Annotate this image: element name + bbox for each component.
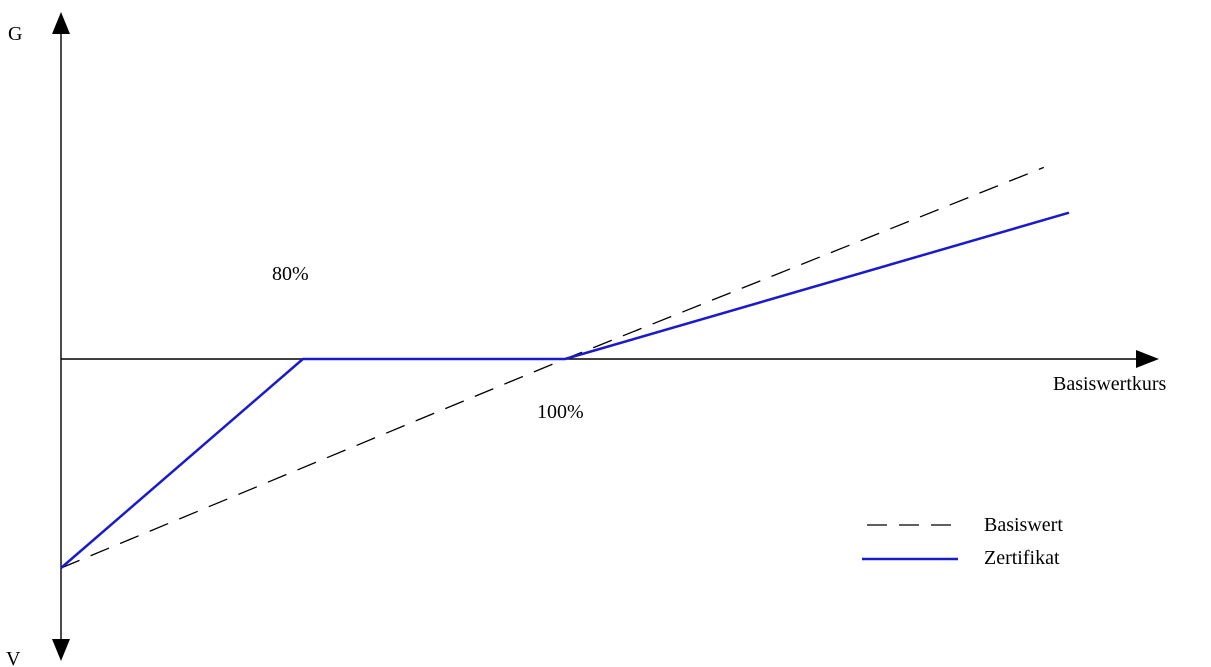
x-axis-arrow-icon <box>1136 350 1159 368</box>
series-line-basiswert <box>60 166 1045 569</box>
x-axis-label: Basiswertkurs <box>1053 373 1167 395</box>
axes <box>52 12 1159 661</box>
annotation-80-percent: 80% <box>272 263 309 285</box>
series-layer <box>60 166 1070 569</box>
y-axis-bottom-label: V <box>6 648 21 667</box>
series-line-zertifikat <box>60 211 1070 569</box>
y-axis-top-label: G <box>8 23 22 45</box>
legend: Basiswert Zertifikat <box>862 514 1063 569</box>
legend-label-zertifikat: Zertifikat <box>984 547 1060 569</box>
y-axis-arrow-down-icon <box>52 639 70 661</box>
annotation-100-percent: 100% <box>537 401 584 423</box>
legend-label-basiswert: Basiswert <box>984 514 1063 536</box>
y-axis-arrow-up-icon <box>52 12 70 34</box>
